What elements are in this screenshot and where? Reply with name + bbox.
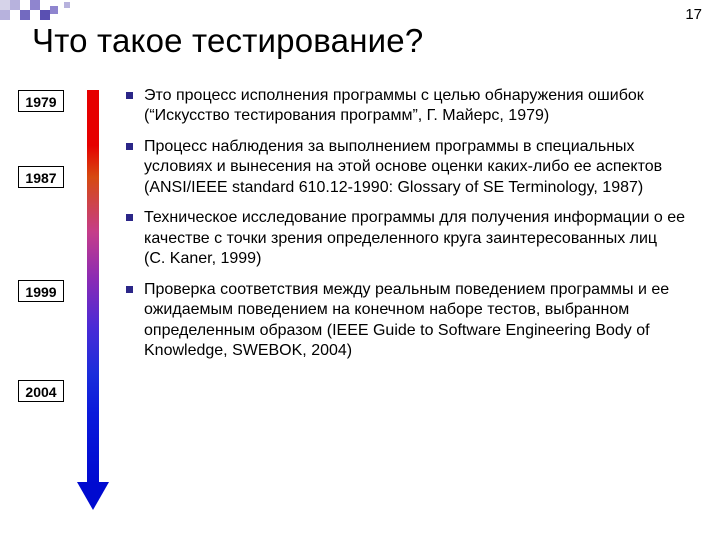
slide-title: Что такое тестирование?: [32, 22, 423, 60]
timeline: 1979 1987 1999 2004: [18, 90, 112, 520]
page-number: 17: [685, 6, 702, 23]
deco-square: [30, 0, 40, 10]
bullet-item: Процесс наблюдения за выполнением програ…: [120, 137, 704, 198]
deco-square: [64, 2, 70, 8]
deco-square: [0, 10, 10, 20]
timeline-arrow: [78, 90, 108, 510]
year-box: 1987: [18, 166, 64, 188]
deco-square: [40, 10, 50, 20]
deco-square: [50, 6, 58, 14]
deco-square: [10, 0, 20, 10]
bullet-content: Это процесс исполнения программы с целью…: [120, 86, 704, 372]
deco-square: [20, 10, 30, 20]
slide: 17 Что такое тестирование? 1979 1987 1999 2…: [0, 0, 720, 540]
bullet-item: Проверка соответствия между реальным пов…: [120, 280, 704, 362]
deco-square: [0, 0, 10, 10]
year-box: 1999: [18, 280, 64, 302]
year-box: 1979: [18, 90, 64, 112]
arrow-shaft: [87, 90, 99, 485]
bullet-list: Это процесс исполнения программы с целью…: [120, 86, 704, 362]
bullet-item: Это процесс исполнения программы с целью…: [120, 86, 704, 127]
bullet-item: Техническое исследование программы для п…: [120, 208, 704, 269]
year-box: 2004: [18, 380, 64, 402]
arrow-head-icon: [77, 482, 109, 510]
